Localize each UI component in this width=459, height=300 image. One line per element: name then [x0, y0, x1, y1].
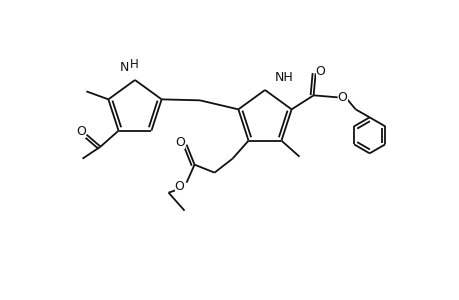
Text: O: O: [175, 136, 185, 149]
Text: H: H: [129, 58, 138, 71]
Text: O: O: [174, 180, 184, 193]
Text: O: O: [77, 125, 86, 138]
Text: N: N: [119, 61, 129, 74]
Text: O: O: [337, 91, 347, 104]
Text: O: O: [315, 65, 325, 78]
Text: NH: NH: [274, 71, 293, 84]
